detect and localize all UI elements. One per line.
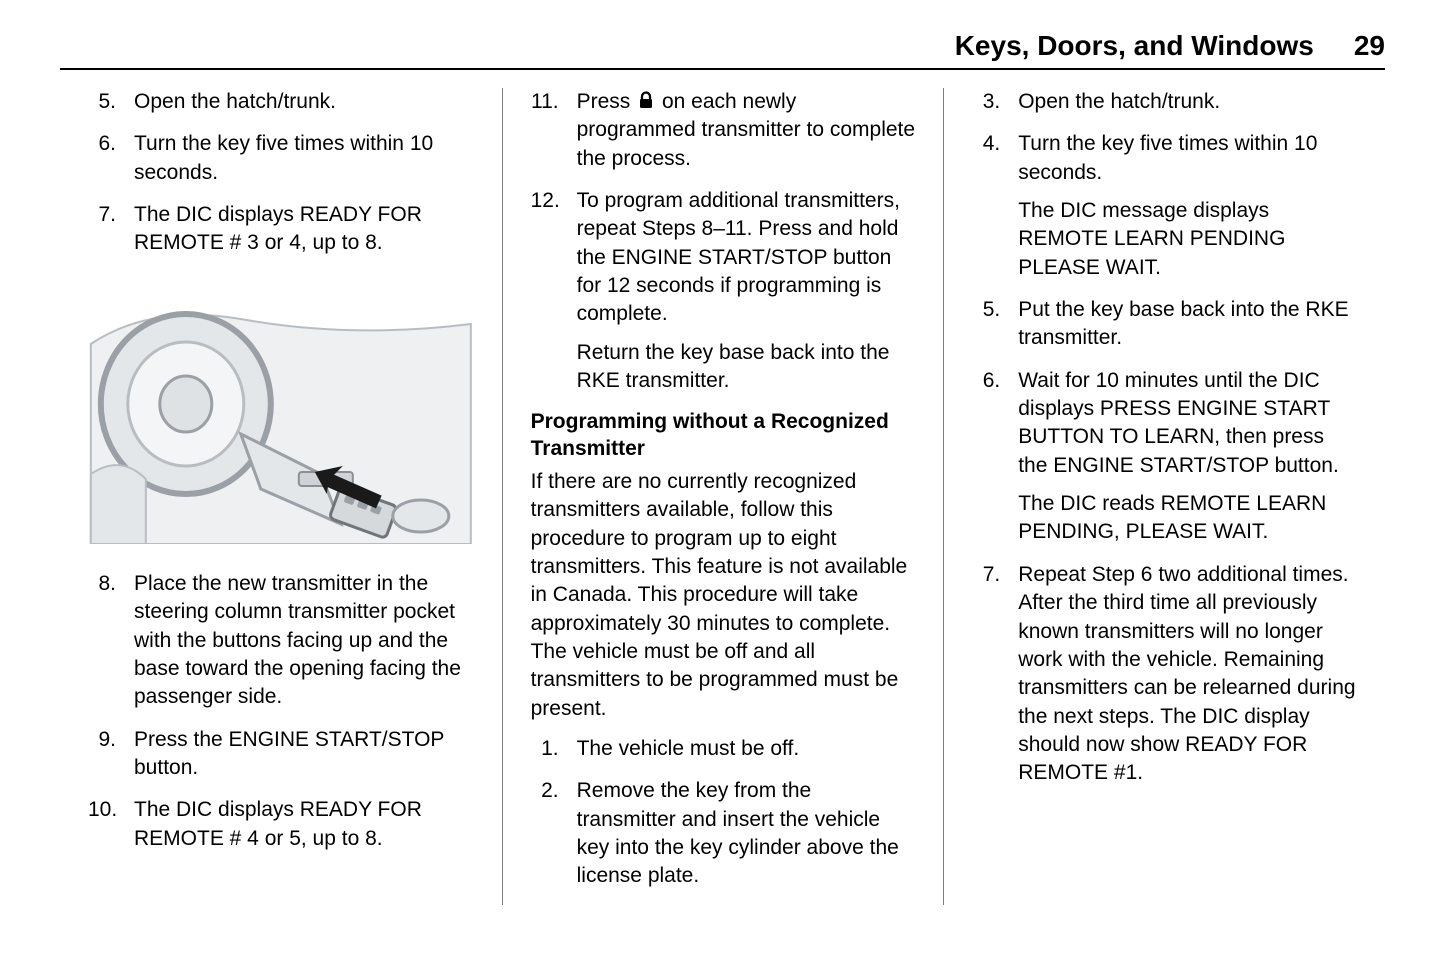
step-number: 2. bbox=[531, 777, 577, 890]
step-number: 8. bbox=[88, 570, 134, 712]
step-text: The DIC displays READY FOR REMOTE # 3 or… bbox=[134, 201, 474, 258]
step-number: 9. bbox=[88, 726, 134, 783]
step-text: The vehicle must be off. bbox=[577, 735, 916, 763]
page-header: Keys, Doors, and Windows 29 bbox=[60, 30, 1385, 70]
list-item: 7. Repeat Step 6 two additional times. A… bbox=[972, 561, 1357, 788]
step-text: To program additional transmitters, repe… bbox=[577, 187, 916, 329]
step-text: Return the key base back into the RKE tr… bbox=[577, 339, 916, 396]
step-text: Remove the key from the transmitter and … bbox=[577, 777, 916, 890]
column-3: 3. Open the hatch/trunk. 4. Turn the key… bbox=[943, 88, 1385, 905]
step-text: Turn the key five times within 10 second… bbox=[134, 130, 474, 187]
list-item: 4. Turn the key five times within 10 sec… bbox=[972, 130, 1357, 282]
list-item: 8. Place the new transmitter in the stee… bbox=[88, 570, 474, 712]
list-item: 3. Open the hatch/trunk. bbox=[972, 88, 1357, 116]
list-item: 6. Wait for 10 minutes until the DIC dis… bbox=[972, 367, 1357, 547]
subheading: Programming without a Recognized Transmi… bbox=[531, 409, 916, 462]
step-text-pre: Press bbox=[577, 90, 637, 113]
list-item: 9. Press the ENGINE START/STOP button. bbox=[88, 726, 474, 783]
step-text: Press on each newly programmed transmitt… bbox=[577, 88, 916, 173]
steps-list-2b: 1. The vehicle must be off. 2. Remove th… bbox=[531, 735, 916, 891]
step-number: 4. bbox=[972, 130, 1018, 282]
step-text: Open the hatch/trunk. bbox=[1018, 88, 1357, 116]
step-number: 3. bbox=[972, 88, 1018, 116]
list-item: 10. The DIC displays READY FOR REMOTE # … bbox=[88, 796, 474, 853]
column-2: 11. Press on each newly programmed trans… bbox=[502, 88, 944, 905]
step-body: Place the new transmitter in the steerin… bbox=[134, 570, 474, 712]
list-item: 7. The DIC displays READY FOR REMOTE # 3… bbox=[88, 201, 474, 258]
lock-icon bbox=[636, 90, 656, 110]
content-columns: 5. Open the hatch/trunk. 6. Turn the key… bbox=[60, 88, 1385, 905]
list-item: 5. Put the key base back into the RKE tr… bbox=[972, 296, 1357, 353]
step-body: The vehicle must be off. bbox=[577, 735, 916, 763]
step-number: 5. bbox=[972, 296, 1018, 353]
step-body: Wait for 10 minutes until the DIC displa… bbox=[1018, 367, 1357, 547]
steps-list-3: 3. Open the hatch/trunk. 4. Turn the key… bbox=[972, 88, 1357, 788]
list-item: 11. Press on each newly programmed trans… bbox=[531, 88, 916, 173]
step-number: 7. bbox=[972, 561, 1018, 788]
step-number: 11. bbox=[531, 88, 577, 173]
steps-list-1a: 5. Open the hatch/trunk. 6. Turn the key… bbox=[88, 88, 474, 258]
step-body: Turn the key five times within 10 second… bbox=[1018, 130, 1357, 282]
step-body: Press the ENGINE START/STOP button. bbox=[134, 726, 474, 783]
step-number: 1. bbox=[531, 735, 577, 763]
intro-paragraph: If there are no currently recognized tra… bbox=[531, 468, 916, 723]
list-item: 2. Remove the key from the transmitter a… bbox=[531, 777, 916, 890]
step-text: The DIC reads REMOTE LEARN PENDING, PLEA… bbox=[1018, 490, 1357, 547]
step-body: Put the key base back into the RKE trans… bbox=[1018, 296, 1357, 353]
steering-column-illustration bbox=[88, 284, 474, 544]
step-number: 6. bbox=[88, 130, 134, 187]
step-body: The DIC displays READY FOR REMOTE # 4 or… bbox=[134, 796, 474, 853]
list-item: 1. The vehicle must be off. bbox=[531, 735, 916, 763]
step-text: Wait for 10 minutes until the DIC displa… bbox=[1018, 367, 1357, 480]
step-body: Press on each newly programmed transmitt… bbox=[577, 88, 916, 173]
step-number: 10. bbox=[88, 796, 134, 853]
step-body: Repeat Step 6 two additional times. Afte… bbox=[1018, 561, 1357, 788]
step-text: Put the key base back into the RKE trans… bbox=[1018, 296, 1357, 353]
section-title: Keys, Doors, and Windows bbox=[955, 30, 1314, 62]
step-text: Repeat Step 6 two additional times. Afte… bbox=[1018, 561, 1357, 788]
step-text: The DIC displays READY FOR REMOTE # 4 or… bbox=[134, 796, 474, 853]
steps-list-1b: 8. Place the new transmitter in the stee… bbox=[88, 570, 474, 853]
step-body: Remove the key from the transmitter and … bbox=[577, 777, 916, 890]
step-text: Open the hatch/trunk. bbox=[134, 88, 474, 116]
step-number: 7. bbox=[88, 201, 134, 258]
step-body: Open the hatch/trunk. bbox=[1018, 88, 1357, 116]
steps-list-2a: 11. Press on each newly programmed trans… bbox=[531, 88, 916, 395]
step-body: The DIC displays READY FOR REMOTE # 3 or… bbox=[134, 201, 474, 258]
step-text: Press the ENGINE START/STOP button. bbox=[134, 726, 474, 783]
step-text: Place the new transmitter in the steerin… bbox=[134, 570, 474, 712]
list-item: 12. To program additional transmitters, … bbox=[531, 187, 916, 395]
step-body: Turn the key five times within 10 second… bbox=[134, 130, 474, 187]
step-text: The DIC message displays REMOTE LEARN PE… bbox=[1018, 197, 1357, 282]
manual-page: Keys, Doors, and Windows 29 5. Open the … bbox=[0, 0, 1445, 935]
page-number: 29 bbox=[1354, 30, 1385, 62]
step-number: 6. bbox=[972, 367, 1018, 547]
column-1: 5. Open the hatch/trunk. 6. Turn the key… bbox=[60, 88, 502, 905]
step-body: Open the hatch/trunk. bbox=[134, 88, 474, 116]
step-body: To program additional transmitters, repe… bbox=[577, 187, 916, 395]
step-number: 12. bbox=[531, 187, 577, 395]
step-number: 5. bbox=[88, 88, 134, 116]
list-item: 6. Turn the key five times within 10 sec… bbox=[88, 130, 474, 187]
list-item: 5. Open the hatch/trunk. bbox=[88, 88, 474, 116]
step-text: Turn the key five times within 10 second… bbox=[1018, 130, 1357, 187]
